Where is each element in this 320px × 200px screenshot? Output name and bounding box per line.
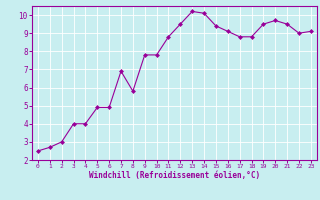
X-axis label: Windchill (Refroidissement éolien,°C): Windchill (Refroidissement éolien,°C) (89, 171, 260, 180)
